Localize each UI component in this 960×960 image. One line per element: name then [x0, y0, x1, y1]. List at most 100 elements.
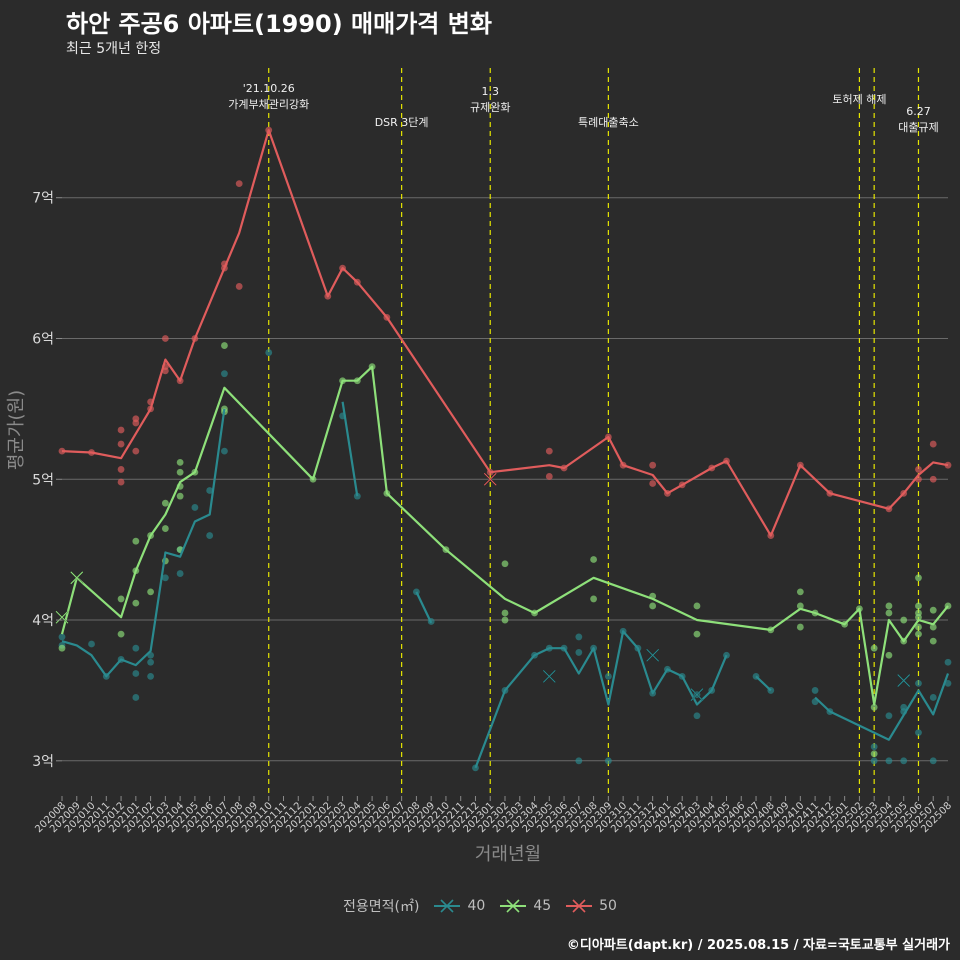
- y-tick-label: 6억: [32, 332, 54, 348]
- point-40: [900, 757, 908, 765]
- point-40: [915, 679, 922, 687]
- data-points: [58, 126, 952, 772]
- x-mark-stroke: [55, 610, 69, 624]
- chart-subtitle: 최근 5개년 한정: [66, 41, 162, 57]
- y-axis: 3억 4억 5억 6억 7억: [32, 191, 62, 770]
- point-45: [58, 644, 66, 652]
- point-45: [870, 644, 878, 652]
- point-40: [944, 679, 952, 687]
- point-45: [176, 492, 184, 500]
- point-45: [221, 342, 228, 349]
- point-40: [575, 633, 583, 641]
- point-50: [929, 440, 937, 448]
- legend-swatch-40: [434, 899, 461, 913]
- x-mark-40: [690, 688, 704, 702]
- point-45: [501, 609, 509, 617]
- point-45: [915, 623, 922, 631]
- point-50: [235, 180, 243, 188]
- point-40: [604, 672, 612, 680]
- series-line-45: [60, 365, 949, 706]
- point-40: [191, 504, 199, 511]
- x-mark-50: [483, 472, 497, 486]
- point-40: [929, 757, 937, 765]
- point-50: [132, 419, 140, 427]
- event-label: 6.27 대출규제: [898, 105, 938, 134]
- event-label: '21.10.26 가계부채관리강화: [228, 82, 309, 111]
- x-mark-stroke: [483, 472, 497, 486]
- point-45: [915, 574, 922, 582]
- event-label: 토허제 해제: [832, 92, 886, 106]
- event-label-line: 1.3: [481, 85, 499, 98]
- y-tick-label: 5억: [32, 472, 54, 488]
- point-45: [649, 602, 657, 610]
- point-40: [132, 644, 140, 652]
- point-45: [590, 556, 597, 563]
- series-line-40: [415, 591, 433, 624]
- x-mark-stroke: [542, 669, 556, 683]
- event-label-line: 토허제 해제: [832, 92, 886, 106]
- point-40: [575, 757, 583, 765]
- point-40: [811, 687, 819, 694]
- legend-label: 45: [533, 898, 552, 914]
- point-40: [693, 712, 701, 720]
- point-40: [604, 757, 612, 765]
- point-40: [132, 694, 140, 701]
- legend-title: 전용면적(㎡): [343, 899, 420, 915]
- point-50: [915, 466, 922, 473]
- legend-swatch-45: [500, 899, 527, 913]
- point-45: [117, 630, 125, 638]
- point-45: [929, 623, 937, 631]
- x-mark-40: [897, 674, 911, 688]
- point-40: [147, 672, 155, 680]
- event-label-line: 가계부채관리강화: [228, 98, 309, 111]
- x-mark-45: [55, 610, 69, 624]
- event-label: 특례대출축소: [578, 116, 639, 129]
- point-45: [885, 651, 893, 659]
- point-50: [117, 426, 125, 434]
- x-mark-45: [70, 571, 84, 585]
- point-40: [870, 757, 878, 765]
- point-45: [796, 623, 804, 631]
- point-40: [132, 670, 140, 677]
- legend-item-50: 50: [565, 896, 617, 916]
- point-45: [796, 588, 804, 596]
- point-45: [693, 602, 701, 610]
- point-50: [117, 478, 125, 486]
- point-45: [885, 609, 893, 617]
- source-caption: ©디아파트(dapt.kr) / 2025.08.15 / 자료=국토교통부 실…: [566, 938, 950, 953]
- series-line-40: [61, 408, 226, 678]
- point-45: [176, 458, 184, 466]
- x-axis-title: 거래년월: [475, 844, 541, 865]
- point-45: [147, 588, 155, 596]
- point-45: [915, 609, 922, 617]
- point-40: [58, 633, 66, 641]
- point-40: [885, 757, 893, 765]
- series-line-40: [755, 675, 772, 692]
- legend-label: 50: [599, 898, 617, 914]
- event-label-line: '21.10.26: [243, 82, 295, 95]
- x-mark-stroke: [690, 688, 704, 702]
- point-40: [221, 447, 228, 455]
- point-45: [117, 595, 125, 603]
- point-40: [944, 658, 952, 666]
- point-45: [590, 595, 597, 603]
- x-mark-40: [646, 648, 660, 662]
- point-45: [929, 606, 937, 614]
- y-axis-title: 평균가(원): [6, 390, 27, 470]
- point-45: [870, 750, 878, 758]
- legend-swatch-50: [566, 899, 593, 913]
- point-40: [147, 658, 155, 666]
- point-50: [649, 461, 657, 469]
- x-mark-stroke: [70, 571, 84, 585]
- point-40: [885, 712, 893, 720]
- event-label-line: 대출규제: [898, 121, 938, 134]
- series-line-40: [814, 673, 950, 741]
- point-45: [796, 602, 804, 610]
- y-tick-label: 7억: [32, 191, 54, 207]
- point-45: [176, 468, 184, 476]
- point-40: [221, 370, 228, 378]
- point-45: [161, 525, 169, 532]
- point-40: [206, 487, 214, 494]
- event-label-line: DSR 3단계: [375, 116, 429, 129]
- highlight-marks: [55, 472, 911, 702]
